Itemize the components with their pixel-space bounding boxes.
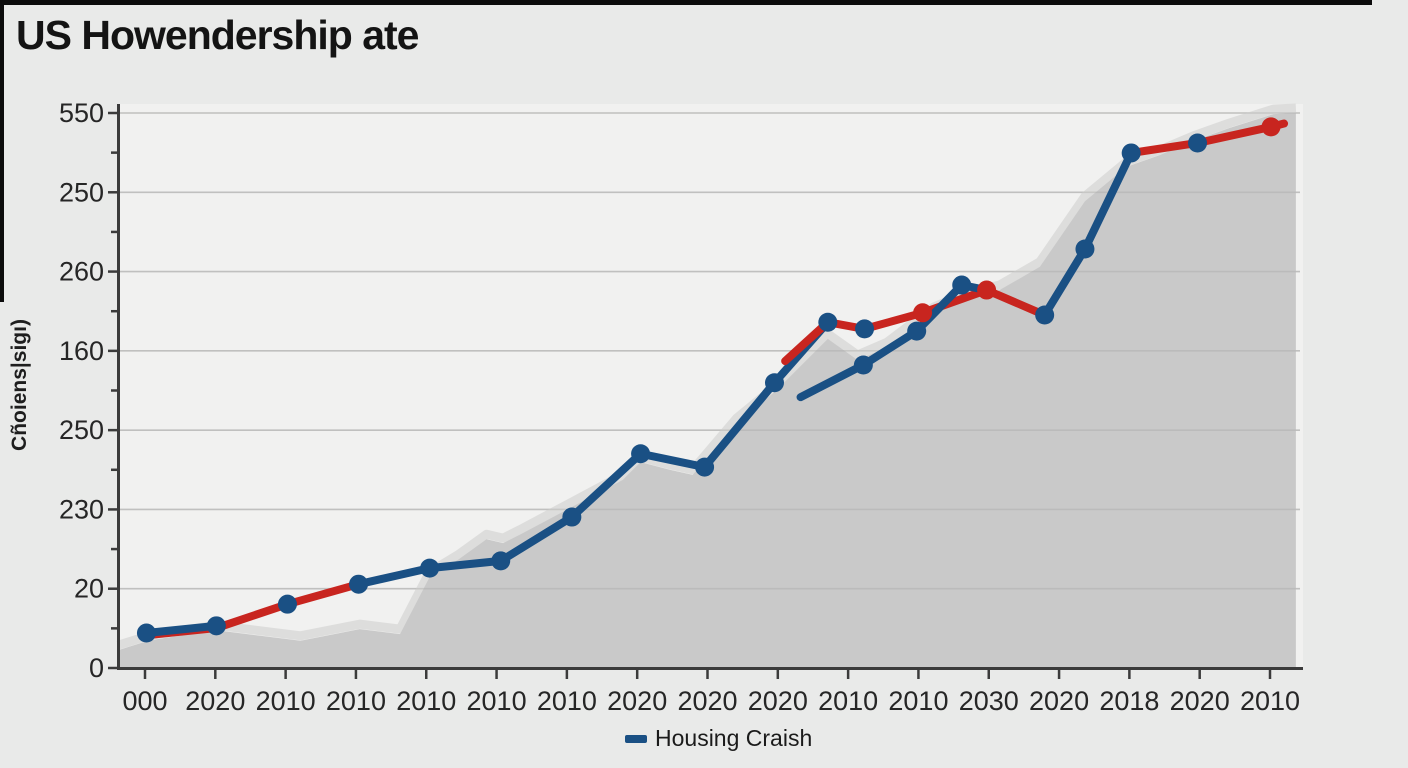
blue-data-point [855, 319, 875, 339]
chart-title: US Howendership ate [16, 12, 419, 58]
blue-data-point [952, 275, 972, 295]
x-tick-label: 2010 [537, 686, 597, 716]
blue-data-point [818, 312, 838, 332]
x-tick-label: 2010 [326, 686, 386, 716]
blue-line-segment [142, 621, 221, 638]
x-tick-label: 2020 [1029, 686, 1089, 716]
gray-background-area [118, 113, 1296, 668]
x-tick-label: 2020 [677, 686, 737, 716]
blue-data-point [1075, 239, 1095, 259]
x-tick-label: 2020 [748, 686, 808, 716]
x-tick-label: 2020 [607, 686, 667, 716]
y-tick-label: 0 [89, 653, 104, 683]
legend-label: Housing Craish [655, 725, 813, 751]
x-tick-label: 2010 [396, 686, 456, 716]
blue-data-point [562, 507, 582, 527]
blue-data-point [1121, 143, 1141, 163]
blue-data-point [631, 444, 651, 464]
x-tick-label: 000 [122, 686, 167, 716]
chart-legend: Housing Craish [625, 725, 812, 752]
x-tick-label: 2010 [467, 686, 527, 716]
y-tick-label: 550 [59, 98, 104, 128]
axes [108, 104, 1303, 679]
y-tick-label: 230 [59, 494, 104, 524]
gridlines-overlay [118, 112, 1300, 590]
blue-data-point [206, 616, 226, 636]
red-data-point [913, 303, 933, 323]
y-tick-label: 250 [59, 415, 104, 445]
y-tick-label: 160 [59, 336, 104, 366]
area-shadow-edge [116, 103, 1297, 650]
y-tick-label: 20 [74, 574, 104, 604]
x-tick-label: 2010 [888, 686, 948, 716]
blue-data-point [1035, 305, 1055, 325]
x-tick-label: 2018 [1099, 686, 1159, 716]
y-tick-label: 260 [59, 257, 104, 287]
red-data-point [977, 280, 997, 300]
left-border-artifact [0, 0, 4, 302]
x-tick-label: 2010 [256, 686, 316, 716]
red-line-segment [781, 286, 1049, 366]
blue-data-point [764, 373, 784, 393]
blue-data-point [1188, 133, 1208, 153]
legend-swatch-housing-crash [625, 734, 647, 743]
blue-data-point [695, 457, 715, 477]
blue-data-point [491, 551, 511, 571]
x-tick-label: 2010 [818, 686, 878, 716]
blue-line-segment [354, 318, 832, 589]
red-data-point [1261, 117, 1281, 137]
blue-data-point [349, 574, 369, 594]
blue-data-point [853, 355, 873, 375]
blue-data-point [277, 594, 297, 614]
blue-data-point [907, 321, 927, 341]
data-point-markers [136, 117, 1281, 643]
blue-data-point [136, 623, 156, 643]
x-tick-label: 2020 [1170, 686, 1230, 716]
blue-data-point [420, 558, 440, 578]
x-tick-label: 2010 [1240, 686, 1300, 716]
top-border-artifact [0, 0, 1372, 5]
x-tick-label: 2020 [185, 686, 245, 716]
y-tick-label: 250 [59, 177, 104, 207]
x-tick-label: 2030 [959, 686, 1019, 716]
